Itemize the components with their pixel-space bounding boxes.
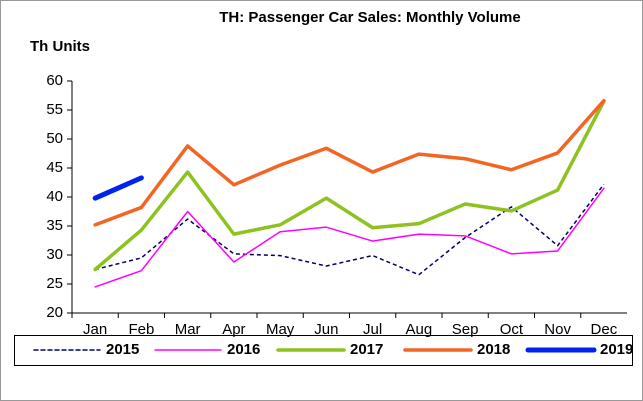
legend-box [14,335,633,366]
x-tick-label: Apr [222,321,245,338]
y-axis-label: Th Units [30,38,90,55]
legend-label: 2015 [106,341,139,358]
series-line [93,99,606,272]
x-tick-label: Sep [452,321,479,338]
chart-title: TH: Passenger Car Sales: Monthly Volume [219,9,520,26]
y-tick-label: 50 [46,130,63,147]
legend-label: 2019 [600,341,633,358]
y-tick-label: 40 [46,188,63,205]
x-tick-label: Dec [591,321,618,338]
legend-label: 2017 [350,341,383,358]
x-tick-label: Aug [406,321,433,338]
legend-label: 2018 [477,341,510,358]
x-tick-label: Nov [544,321,571,338]
series-line [92,175,144,201]
y-tick-label: 45 [46,159,63,176]
x-tick-label: Feb [128,321,154,338]
x-tick-label: Jan [83,321,107,338]
series-line [94,183,605,276]
y-tick-label: 35 [46,217,63,234]
y-tick-label: 30 [46,246,63,263]
series-line [94,187,605,288]
y-tick-label: 55 [46,101,63,118]
x-tick-label: Mar [175,321,201,338]
x-tick-label: Jun [314,321,338,338]
legend-label: 2016 [227,341,260,358]
y-tick-label: 20 [46,304,63,321]
series-line [93,98,606,227]
x-tick-label: Oct [500,321,524,338]
x-tick-label: Jul [363,321,382,338]
y-tick-label: 60 [46,72,63,89]
x-tick-label: May [266,321,295,338]
y-tick-label: 25 [46,275,63,292]
